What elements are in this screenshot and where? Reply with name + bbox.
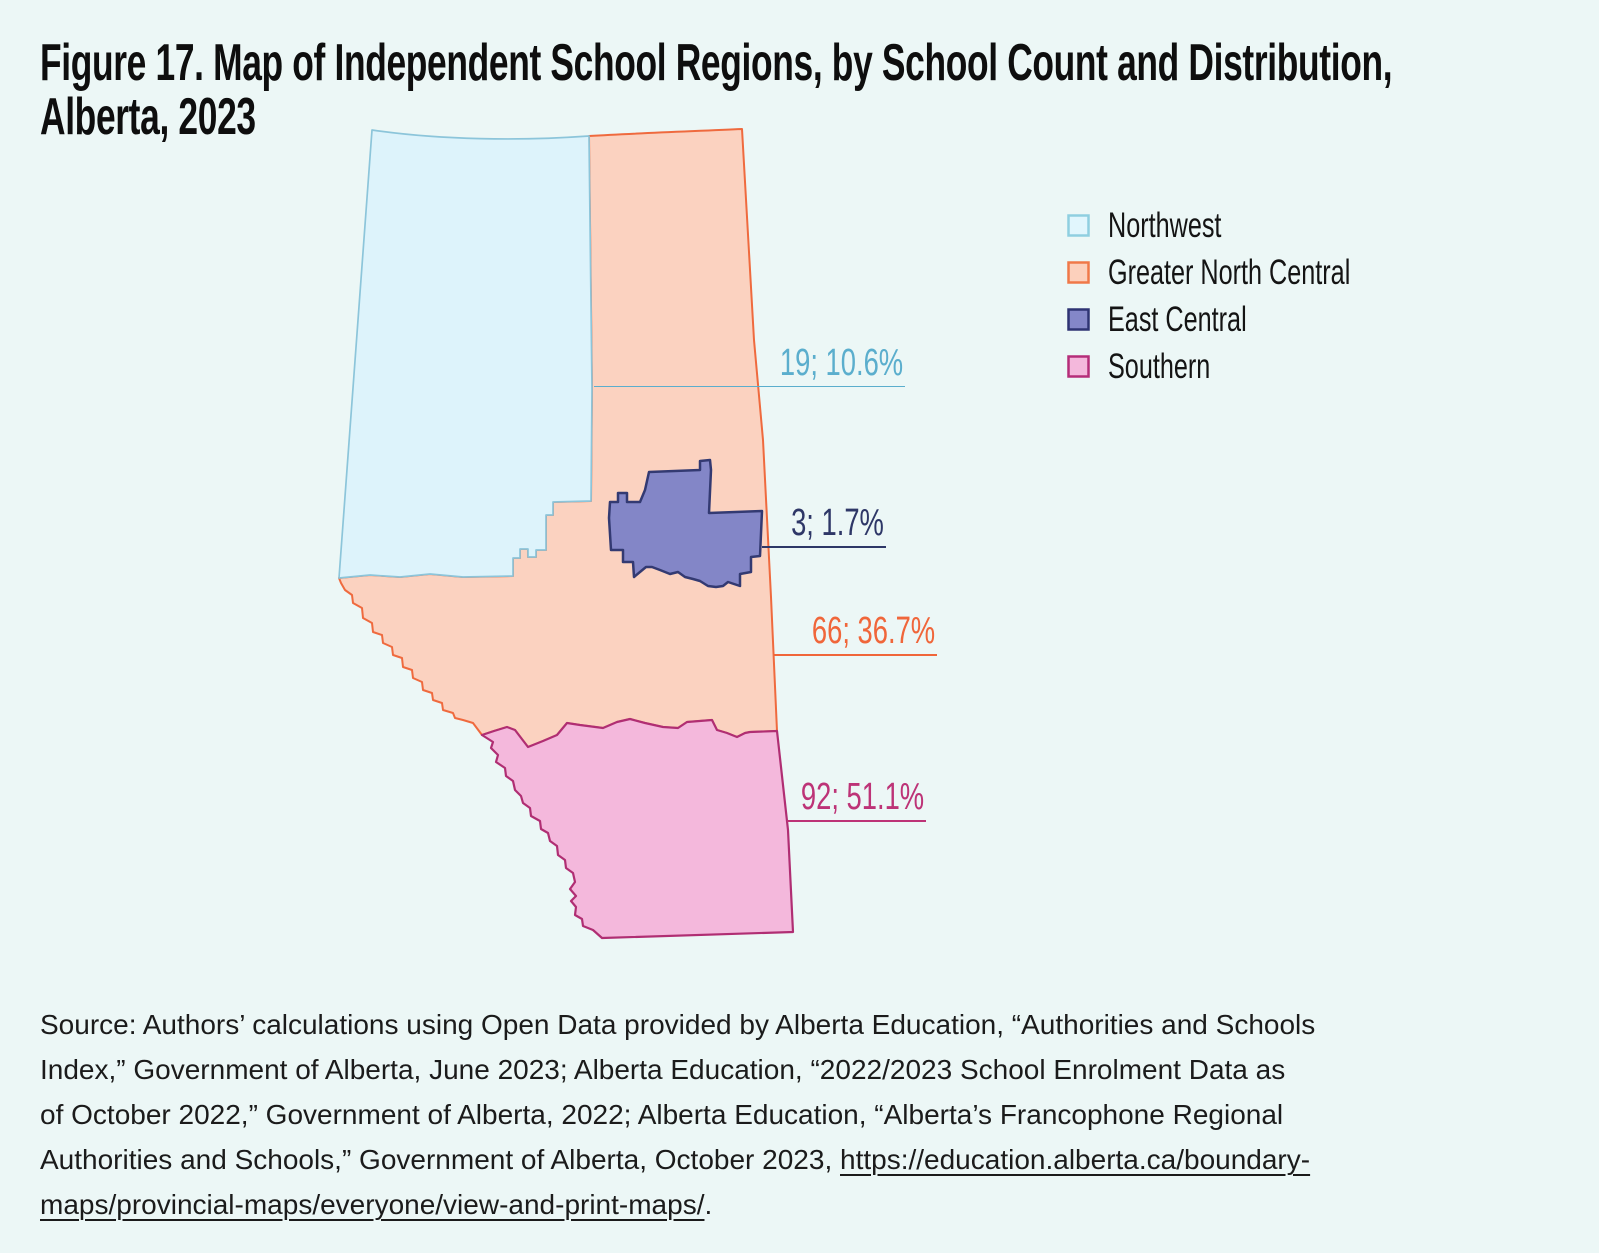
legend-item-east-central: East Central: [1067, 302, 1445, 337]
legend-swatch-northwest-icon: [1067, 214, 1090, 237]
annotation-southern: 92; 51.1%: [787, 778, 926, 822]
legend-swatch-east-central-icon: [1067, 308, 1090, 331]
legend-label-greater-north-central: Greater North Central: [1108, 253, 1351, 292]
legend-label-east-central: East Central: [1108, 300, 1247, 339]
legend-item-southern: Southern: [1067, 349, 1445, 384]
annotation-east-central-label: 3; 1.7%: [791, 502, 884, 544]
source-link[interactable]: https://education.alberta.ca/boundary- m…: [40, 1144, 1311, 1220]
region-northwest: [338, 129, 593, 579]
figure-title: Figure 17. Map of Independent School Reg…: [40, 34, 1393, 146]
legend-swatch-southern-icon: [1067, 355, 1090, 378]
source-text: Source: Authors’ calculations using Open…: [40, 1009, 1316, 1175]
annotation-greater-north-central: 66; 36.7%: [774, 612, 937, 656]
annotation-southern-label: 92; 51.1%: [800, 776, 924, 818]
annotation-east-central: 3; 1.7%: [762, 504, 886, 548]
annotation-northwest: 19; 10.6%: [594, 343, 905, 387]
legend: Northwest Greater North Central East Cen…: [1067, 208, 1445, 402]
legend-item-northwest: Northwest: [1067, 208, 1445, 243]
legend-label-southern: Southern: [1108, 347, 1211, 386]
source-note: Source: Authors’ calculations using Open…: [40, 1002, 1588, 1227]
annotation-northwest-label: 19; 10.6%: [779, 342, 903, 384]
source-text-after: .: [704, 1189, 713, 1220]
region-east-central: [607, 458, 764, 589]
region-southern: [480, 717, 795, 940]
legend-swatch-greater-north-central-icon: [1067, 261, 1090, 284]
annotation-greater-north-central-label: 66; 36.7%: [811, 610, 935, 652]
legend-label-northwest: Northwest: [1108, 206, 1222, 245]
legend-item-greater-north-central: Greater North Central: [1067, 255, 1445, 290]
